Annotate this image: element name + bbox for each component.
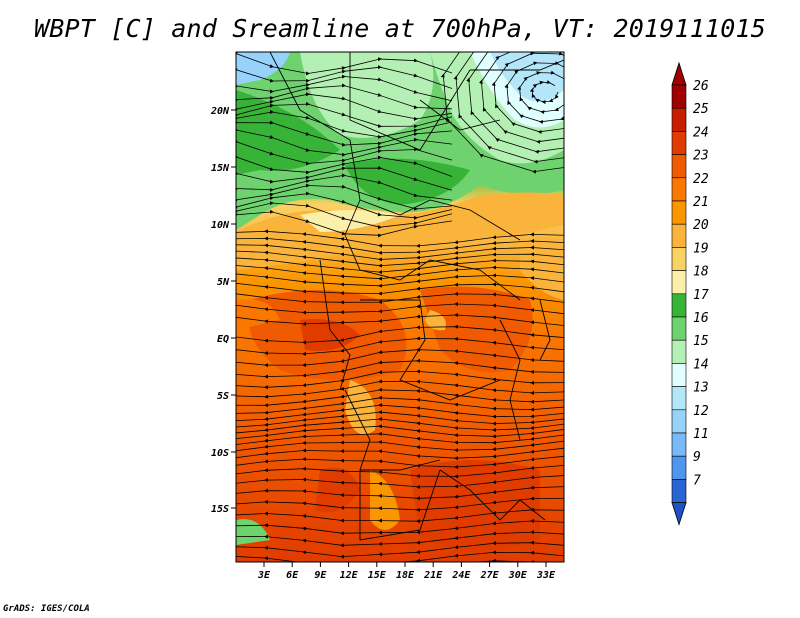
lon-tick-label: 6E (286, 570, 299, 581)
colorbar-label: 16 (693, 311, 709, 326)
lon-tick-label: 18E (396, 570, 415, 581)
colorbar-label: 12 (693, 404, 709, 419)
colorbar-label: 23 (693, 149, 709, 164)
colorbar-bottom-arrow (671, 502, 687, 526)
colorbar-swatch (671, 84, 687, 109)
colorbar-label: 19 (693, 241, 709, 256)
colorbar-swatch (671, 316, 687, 341)
colorbar-swatch (671, 293, 687, 318)
colorbar-label: 15 (693, 334, 709, 349)
colorbar-label: 25 (693, 102, 709, 117)
colorbar-label: 18 (693, 265, 709, 280)
colorbar-swatch (671, 409, 687, 434)
colorbar-label: 24 (693, 125, 709, 140)
longitude-axis: 3E 6E 9E 12E 15E 18E 21E 24E 27E 30E 33E (257, 562, 556, 581)
lon-tick-label: 24E (451, 570, 471, 581)
lon-tick-label: 30E (508, 570, 528, 581)
lon-tick-label: 12E (340, 570, 359, 581)
colorbar-top-arrow (671, 61, 687, 86)
streamline (236, 209, 453, 238)
chart-title: WBPT [C] and Sreamline at 700hPa, VT: 20… (33, 14, 767, 43)
colorbar-label: 7 (693, 473, 701, 488)
lon-tick-label: 21E (423, 570, 443, 581)
colorbar-swatch (671, 107, 687, 132)
colorbar-label: 13 (693, 381, 709, 396)
lon-tick-label: 15E (368, 570, 387, 581)
colorbar-swatch (671, 455, 687, 480)
colorbar-label: 20 (693, 218, 709, 233)
colorbar-swatch (671, 432, 687, 457)
colorbar-swatch (671, 363, 687, 387)
streamline (236, 282, 564, 296)
colorbar-label: 14 (693, 357, 709, 372)
colorbar: 26 25 24 23 22 21 20 19 18 17 16 15 14 13 12 11 9 7 (671, 61, 709, 526)
streamlines (236, 52, 564, 562)
colorbar-swatch (671, 154, 687, 179)
colorbar-swatch (671, 177, 687, 202)
streamline (236, 431, 564, 445)
lat-tick-label: 15S (211, 504, 229, 515)
colorbar-swatch (671, 131, 687, 155)
colorbar-swatch (671, 247, 687, 271)
streamline (236, 273, 564, 288)
lat-tick-label: EQ (217, 334, 229, 345)
colorbar-label: 21 (693, 195, 709, 210)
colorbar-swatch (671, 479, 687, 503)
streamline (236, 291, 564, 305)
lon-tick-label: 3E (257, 570, 271, 581)
streamline (236, 301, 564, 316)
lon-tick-label: 27E (480, 570, 500, 581)
latitude-axis: 20N 15N 10N 5N EQ 5S 10S 15S (210, 106, 236, 515)
lat-tick-label: 5S (217, 391, 229, 402)
colorbar-swatch (671, 339, 687, 364)
colorbar-label: 17 (693, 288, 709, 303)
grads-credit: GrADS: IGES/COLA (3, 604, 90, 614)
streamline (440, 52, 564, 174)
colorbar-swatch (671, 223, 687, 248)
plot-frame (235, 51, 565, 563)
lat-tick-label: 10N (211, 220, 230, 231)
colorbar-swatch (671, 270, 687, 295)
colorbar-label: 22 (693, 172, 709, 187)
lon-tick-label: 33E (536, 570, 556, 581)
lat-tick-label: 15N (211, 163, 230, 174)
country-borders (269, 52, 564, 541)
colorbar-label: 9 (693, 450, 701, 465)
streamline (236, 313, 564, 328)
lat-tick-label: 10S (211, 448, 229, 459)
colorbar-swatch (671, 386, 687, 411)
lon-tick-label: 9E (314, 570, 327, 581)
lat-tick-label: 20N (210, 106, 230, 117)
colorbar-label: 26 (693, 79, 709, 94)
lat-tick-label: 5N (217, 277, 230, 288)
colorbar-label: 11 (693, 427, 709, 442)
colorbar-swatch (671, 200, 687, 225)
